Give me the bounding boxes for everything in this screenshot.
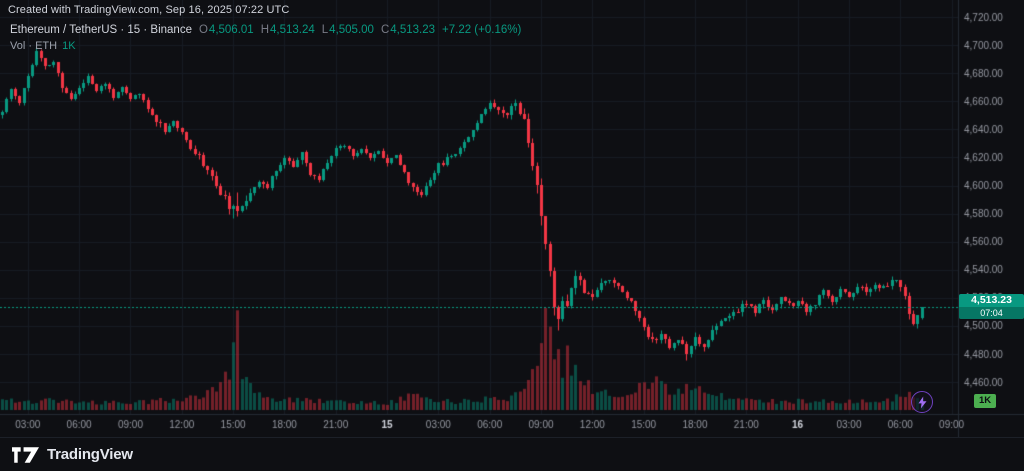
last-price-value: 4,513.23 [971,294,1012,306]
high-label: H [260,24,269,36]
lightning-icon [917,396,928,409]
price-chart-canvas[interactable] [0,0,1024,437]
footer-bar: TradingView [0,437,1024,471]
close-value: 4,513.23 [390,24,436,36]
close-label: C [380,24,390,36]
volume-legend[interactable]: Vol · ETH 1K [10,40,76,52]
volume-last-value-badge: 1K [974,394,997,408]
volume-value: 1K [62,40,76,52]
symbol-legend[interactable]: Ethereum / TetherUS · 15 · Binance O4,506… [10,24,521,36]
change-value: +7.22 (+0.16%) [442,24,522,36]
volume-label: Vol · ETH [10,40,58,52]
bar-countdown: 07:04 [959,307,1024,319]
boost-button[interactable] [911,391,933,413]
symbol-title: Ethereum / TetherUS · 15 · Binance [10,24,192,36]
last-price-badge: 4,513.23 07:04 [959,294,1024,319]
open-label: O [198,24,208,36]
high-value: 4,513.24 [270,24,315,36]
low-value: 4,505.00 [329,24,374,36]
created-with-line: Created with TradingView.com, Sep 16, 20… [8,4,290,16]
tradingview-logo-icon[interactable] [12,446,39,463]
low-label: L [321,24,329,36]
open-value: 4,506.01 [208,24,254,36]
tradingview-wordmark[interactable]: TradingView [47,446,133,463]
